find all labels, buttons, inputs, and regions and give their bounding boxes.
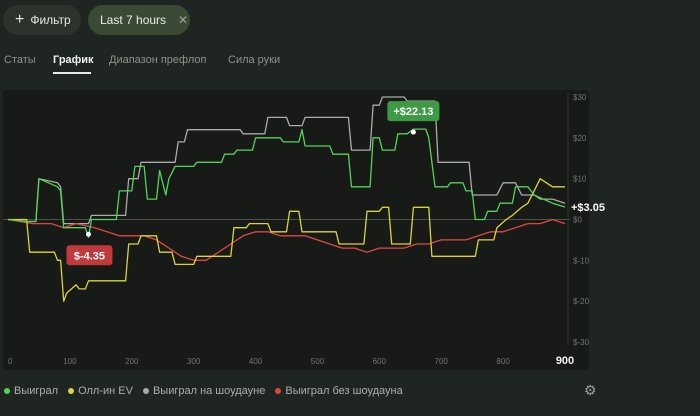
tab-preflop-range[interactable]: Диапазон префлоп bbox=[109, 54, 207, 66]
peak-label: +$22.13 bbox=[393, 106, 433, 118]
series-line-1 bbox=[8, 178, 565, 302]
gear-icon[interactable]: ⚙ bbox=[584, 382, 597, 398]
legend-label: Выиграл на шоудауне bbox=[152, 385, 266, 397]
low-callout bbox=[66, 245, 113, 266]
tab-graph[interactable]: График bbox=[53, 54, 94, 66]
toolbar: + Фильтр Last 7 hours ✕ bbox=[0, 0, 700, 42]
y-tick-label: $-10 bbox=[573, 256, 590, 265]
x-tick-label: 0 bbox=[8, 357, 13, 366]
tab-hand-strength[interactable]: Сила руки bbox=[228, 54, 281, 66]
y-tick-label: $10 bbox=[573, 175, 587, 184]
close-icon[interactable]: ✕ bbox=[178, 13, 189, 27]
time-filter-chip[interactable]: Last 7 hours ✕ bbox=[88, 5, 190, 35]
legend-item-allin-ev[interactable]: Олл-ин EV bbox=[68, 385, 133, 397]
y-tick-label: $20 bbox=[573, 134, 587, 143]
low-marker bbox=[85, 231, 91, 237]
legend-item-won[interactable]: Выиграл bbox=[4, 385, 58, 397]
x-tick-label: 300 bbox=[187, 357, 201, 366]
tab-bar: Статы График Диапазон префлоп Сила руки bbox=[0, 52, 700, 76]
x-tick-label: 500 bbox=[311, 357, 325, 366]
y-tick-label: $-30 bbox=[573, 338, 590, 347]
peak-callout bbox=[387, 101, 440, 122]
profit-chart[interactable]: $30 $20 $10 $0 $-10 $-20 $-30 0 100 200 300 400 500 6… bbox=[0, 85, 700, 375]
x-tick-label: 100 bbox=[63, 357, 77, 366]
plus-icon: + bbox=[15, 11, 25, 28]
tab-stats[interactable]: Статы bbox=[4, 54, 36, 66]
legend-item-showdown[interactable]: Выиграл на шоудауне bbox=[142, 385, 266, 397]
y-tick-label: $-20 bbox=[573, 297, 590, 306]
legend-item-non-showdown[interactable]: Выиграл без шоудауна bbox=[275, 385, 403, 397]
x-tick-label: 800 bbox=[496, 357, 510, 366]
legend-label: Выиграл bbox=[14, 385, 59, 397]
legend-label: Выиграл без шоудауна bbox=[285, 385, 403, 397]
series-line-3 bbox=[7, 218, 566, 261]
legend-label: Олл-ин EV bbox=[78, 385, 133, 397]
active-tab-indicator bbox=[53, 72, 91, 74]
x-tick-label: 400 bbox=[249, 357, 263, 366]
end-value-label: +$3.05 bbox=[571, 202, 605, 214]
chart-area: $30 $20 $10 $0 $-10 $-20 $-30 0 100 200 300 400 500 6… bbox=[0, 85, 700, 375]
y-tick-label: $30 bbox=[573, 93, 587, 102]
low-label: $-4.35 bbox=[74, 250, 105, 262]
legend-dot-icon bbox=[142, 388, 149, 394]
x-tick-label: 200 bbox=[125, 357, 139, 366]
x-tick-label: 900 bbox=[556, 355, 574, 367]
filter-label: Фильтр bbox=[30, 13, 71, 27]
series-line-0 bbox=[7, 128, 566, 238]
x-tick-label: 600 bbox=[373, 357, 387, 366]
legend-dot-icon bbox=[4, 388, 10, 394]
peak-marker bbox=[410, 129, 416, 135]
x-tick-label: 700 bbox=[435, 357, 449, 366]
legend-dot-icon bbox=[275, 388, 282, 394]
chart-legend: Выиграл Олл-ин EV Выиграл на шоудауне Вы… bbox=[4, 383, 413, 399]
legend-dot-icon bbox=[68, 388, 75, 394]
time-filter-label: Last 7 hours bbox=[100, 13, 167, 27]
y-tick-label: $0 bbox=[573, 216, 582, 225]
series-line-2 bbox=[7, 96, 566, 225]
filter-button[interactable]: + Фильтр bbox=[3, 5, 81, 35]
